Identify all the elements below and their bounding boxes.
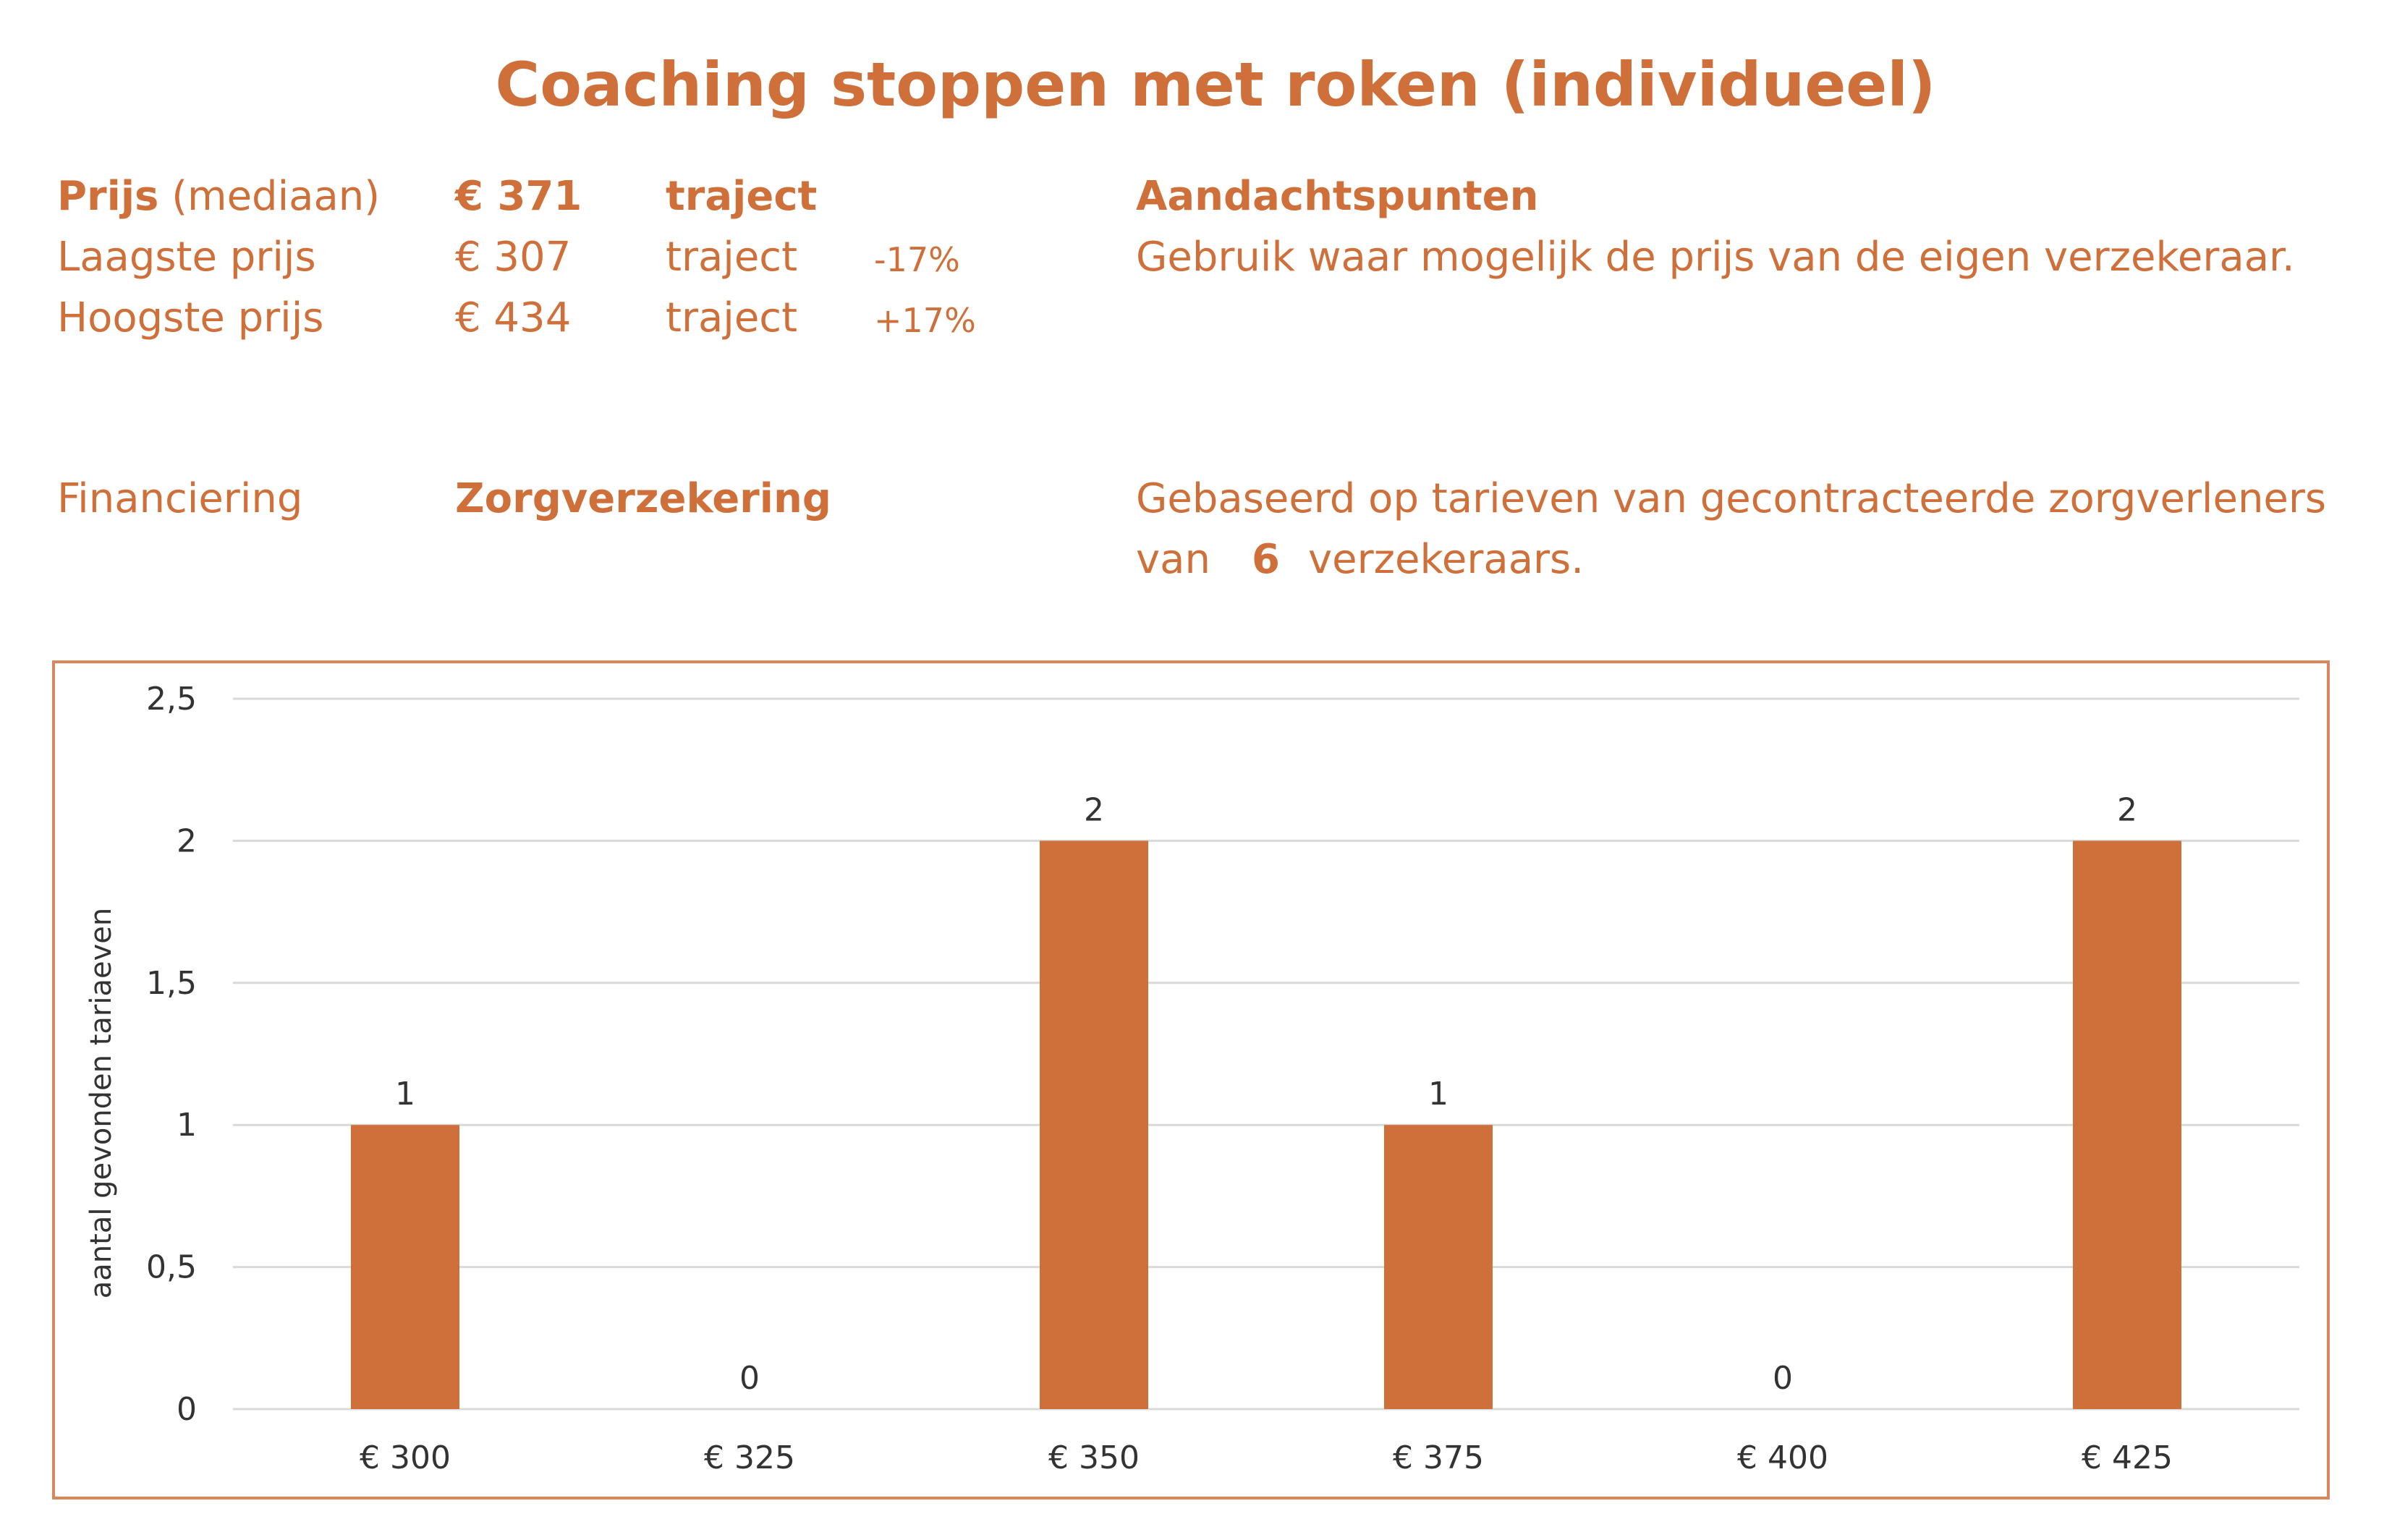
notes-text: Gebruik waar mogelijk de prijs van de ei…: [1136, 234, 2295, 281]
bar: [2073, 841, 2181, 1409]
y-tick-label: 2: [177, 822, 197, 859]
data-label: 2: [2117, 791, 2137, 828]
data-label: 2: [1084, 791, 1104, 828]
median-price-unit: traject: [666, 173, 818, 220]
median-price-label: Prijs (mediaan): [57, 176, 380, 217]
data-label: 0: [739, 1360, 760, 1397]
basis-line2-post: verzekeraars.: [1308, 536, 1585, 583]
bar: [1040, 841, 1148, 1409]
basis-line2-pre: van: [1136, 536, 1210, 583]
median-label-rest: (mediaan): [158, 173, 381, 220]
y-tick-label: 0: [177, 1391, 197, 1428]
median-label-bold: Prijs: [57, 173, 159, 220]
page-title: Coaching stoppen met roken (individueel): [495, 49, 1936, 120]
data-label: 0: [1773, 1360, 1793, 1397]
median-price-value: € 371: [455, 173, 582, 220]
financing-label: Financiering: [57, 475, 303, 522]
x-tick-label: € 325: [704, 1439, 795, 1476]
low-price-unit: traject: [666, 234, 798, 281]
chart-frame: [52, 660, 2330, 1499]
x-tick-label: € 400: [1737, 1439, 1828, 1476]
high-price-label: Hoogste prijs: [57, 294, 324, 341]
data-label: 1: [1428, 1076, 1448, 1113]
financing-value: Zorgverzekering: [455, 475, 831, 522]
low-price-value: € 307: [455, 234, 572, 281]
low-price-pct: -17%: [874, 240, 960, 279]
bar: [1384, 1125, 1493, 1409]
x-tick-label: € 425: [2082, 1439, 2173, 1476]
notes-heading: Aandachtspunten: [1136, 173, 1539, 220]
x-tick-label: € 300: [360, 1439, 451, 1476]
x-tick-label: € 375: [1393, 1439, 1484, 1476]
low-price-label: Laagste prijs: [57, 234, 316, 281]
y-tick-label: 1,5: [146, 965, 197, 1002]
basis-line1: Gebaseerd op tarieven van gecontracteerd…: [1136, 475, 2327, 522]
high-price-pct: +17%: [874, 301, 976, 340]
data-label: 1: [395, 1076, 415, 1113]
y-tick-label: 2,5: [146, 681, 197, 718]
y-axis-title: aantal gevonden tariaeven: [85, 907, 118, 1299]
high-price-value: € 434: [455, 294, 572, 341]
y-tick-label: 0,5: [146, 1249, 197, 1286]
y-tick-label: 1: [177, 1107, 197, 1144]
basis-count: 6: [1252, 536, 1280, 583]
x-tick-label: € 350: [1048, 1439, 1140, 1476]
bar: [351, 1125, 459, 1409]
high-price-unit: traject: [666, 294, 798, 341]
